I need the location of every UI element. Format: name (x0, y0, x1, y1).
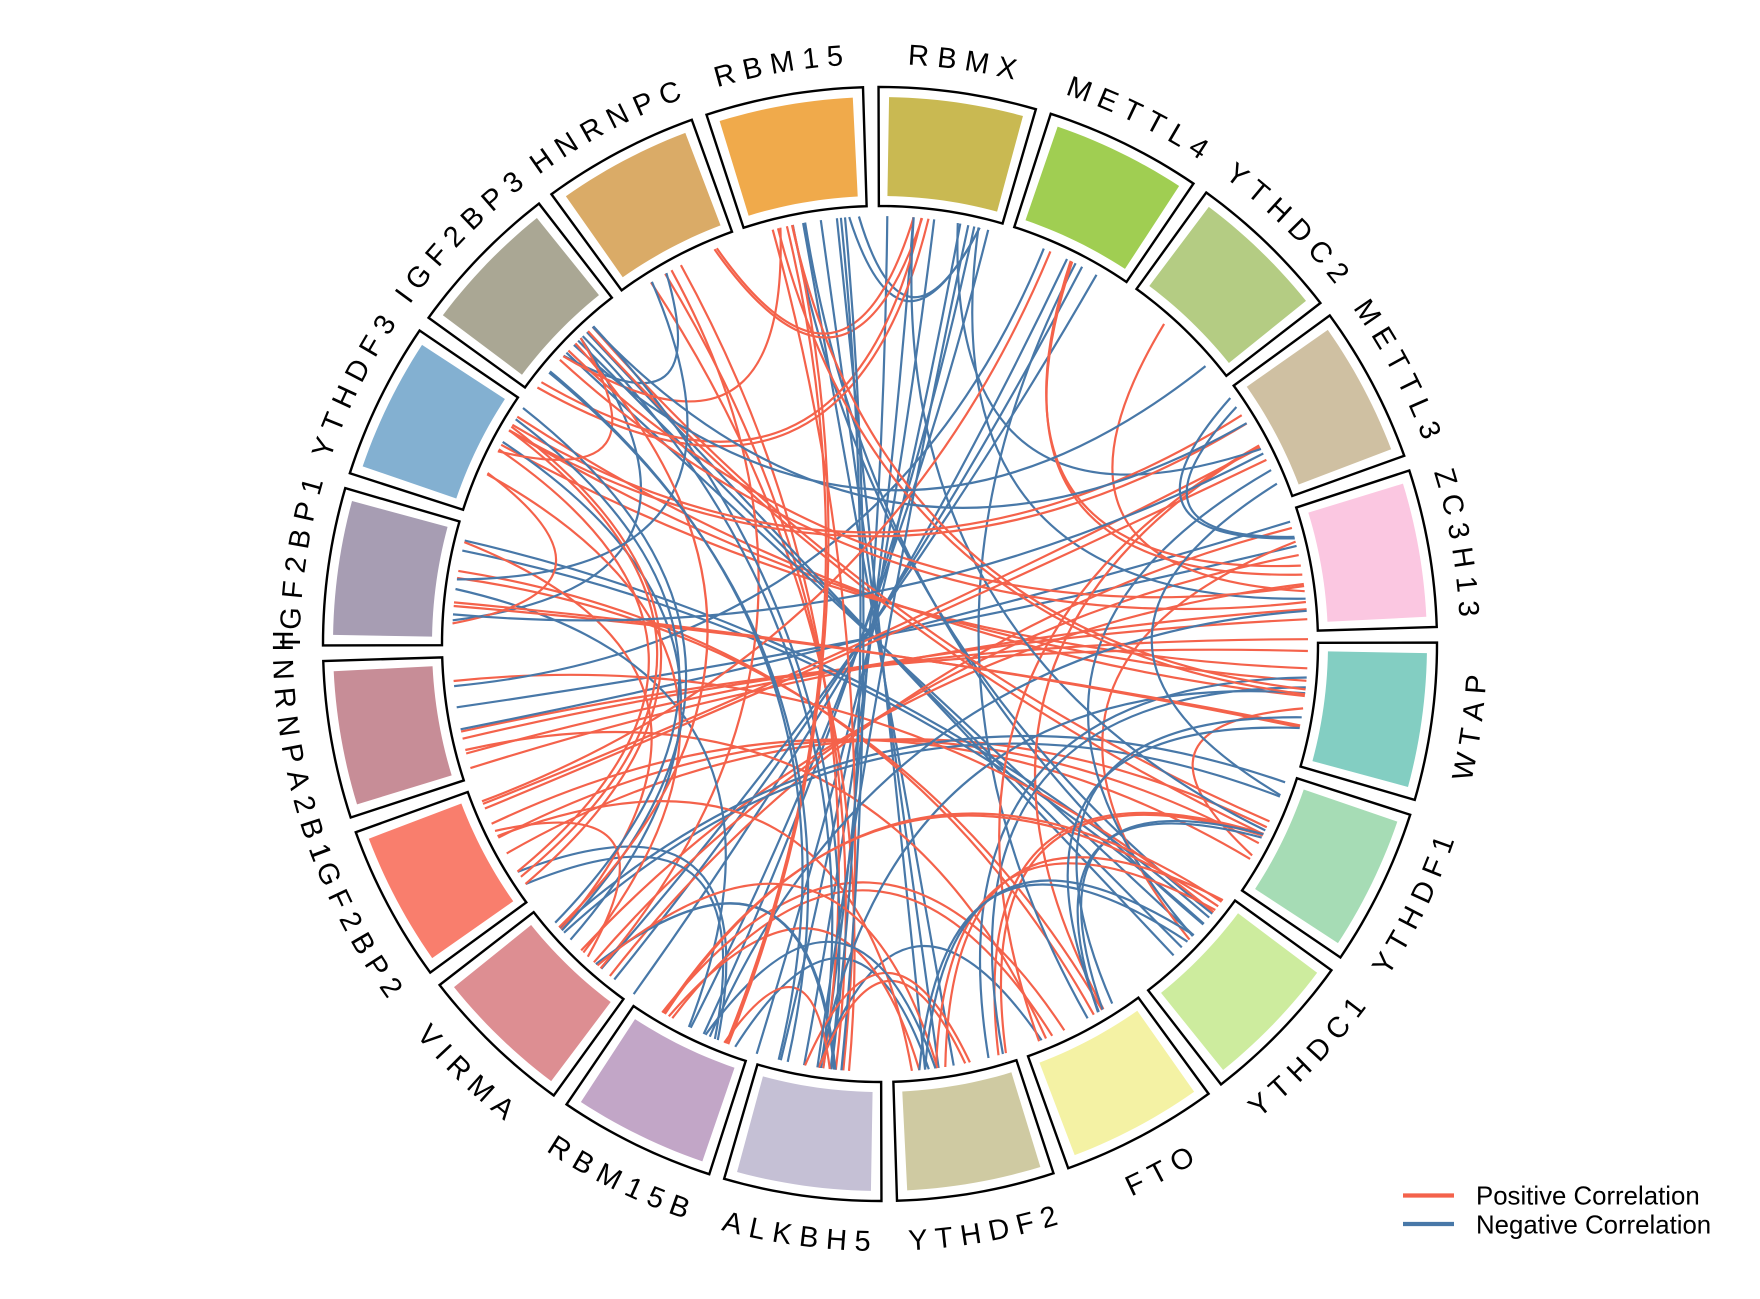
svg-text:N: N (270, 714, 305, 739)
svg-text:H: H (958, 1218, 984, 1253)
svg-text:5: 5 (854, 1225, 871, 1257)
svg-text:Negative Correlation: Negative Correlation (1476, 1212, 1711, 1240)
svg-text:G: G (275, 606, 308, 630)
svg-text:R: R (268, 686, 302, 710)
svg-text:B: B (797, 1221, 820, 1255)
svg-text:H: H (266, 630, 298, 651)
svg-text:R: R (907, 40, 930, 73)
svg-text:M: M (962, 45, 991, 81)
svg-text:P: P (1460, 674, 1493, 695)
svg-text:1: 1 (801, 42, 821, 76)
svg-text:3: 3 (1441, 520, 1476, 542)
svg-text:I: I (275, 638, 307, 646)
svg-text:Y: Y (907, 1224, 928, 1257)
svg-text:L: L (746, 1212, 768, 1247)
svg-text:B: B (936, 42, 959, 76)
svg-text:Positive Correlation: Positive Correlation (1476, 1183, 1700, 1211)
svg-text:1: 1 (1449, 575, 1482, 594)
svg-text:H: H (825, 1224, 848, 1257)
svg-text:H: H (1445, 545, 1480, 570)
svg-text:M: M (768, 45, 797, 81)
svg-text:3: 3 (1452, 600, 1485, 618)
svg-text:T: T (1454, 726, 1488, 749)
svg-text:F: F (277, 580, 310, 601)
svg-text:N: N (266, 658, 299, 680)
svg-text:2: 2 (279, 555, 313, 575)
svg-text:T: T (934, 1222, 955, 1256)
svg-text:5: 5 (826, 40, 845, 73)
svg-text:A: A (1457, 699, 1491, 722)
